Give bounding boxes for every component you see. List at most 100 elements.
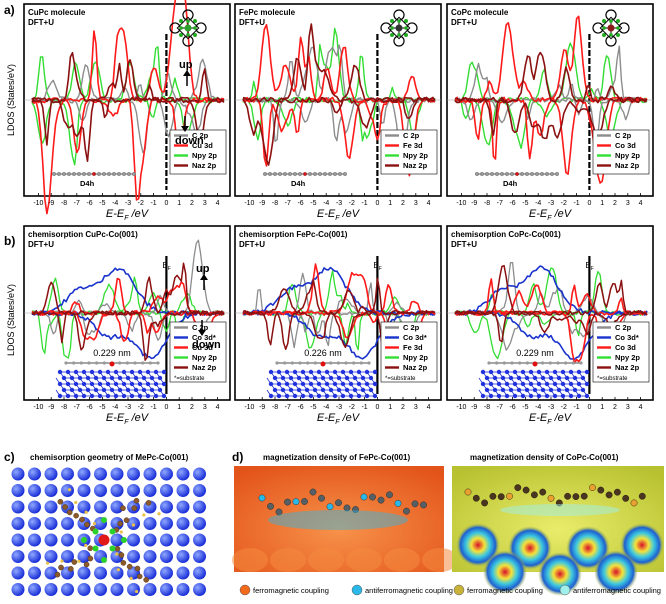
row-b-panel-1: chemisorption FePc-Co(001)DFT+U-10 -9 -8 -7… — [234, 225, 442, 426]
legend-box — [592, 321, 650, 383]
carbon-atom — [67, 566, 74, 572]
row-b-panel-method: DFT+U — [451, 240, 477, 249]
legend-box — [380, 129, 438, 175]
molecule-atom — [403, 507, 410, 515]
row-a-panel-method: DFT+U — [451, 18, 477, 27]
co-substrate-atom — [44, 500, 58, 514]
nitrogen-atom — [109, 545, 116, 552]
molecule-atom — [411, 500, 419, 508]
co-substrate-atom — [77, 566, 91, 580]
tick-label: -8 — [484, 200, 490, 207]
co-substrate-atom — [11, 517, 25, 530]
co-substrate-atom — [143, 566, 157, 580]
tick-label: 3 — [626, 200, 630, 207]
co-substrate-atom — [143, 533, 157, 547]
tick-label: -6 — [86, 200, 92, 207]
co-substrate-atom — [44, 533, 58, 547]
molecule-atom — [420, 501, 427, 509]
row-a-panel-title: CoPc molecule — [451, 8, 509, 17]
tick-label: -2 — [349, 200, 355, 207]
hydrogen-atom — [92, 521, 97, 526]
row-a-panel-title: CuPc molecule — [28, 8, 86, 17]
tick-label: -2 — [561, 404, 567, 411]
co-substrate-atom — [110, 533, 124, 547]
co-substrate-atom — [160, 517, 173, 530]
hydrogen-atom — [129, 576, 133, 580]
coupling-swatch — [351, 584, 363, 596]
co001-substrate — [266, 361, 378, 399]
molecule-atom — [547, 494, 555, 502]
spin-down-indicator: down — [192, 320, 221, 351]
molecule-atom — [352, 506, 359, 513]
tick-label: -8 — [272, 404, 278, 411]
tick-label: -5 — [99, 200, 105, 207]
panel-d-title-fepc: magnetization density of FePc-Co(001) — [263, 453, 410, 462]
molecule-atom — [326, 503, 334, 511]
spin-up-label: up — [179, 59, 193, 71]
molecule-atom — [580, 492, 588, 500]
tick-label: 3 — [626, 404, 630, 411]
co-substrate-atom — [193, 533, 206, 547]
co-substrate-atom — [127, 533, 140, 547]
legend-entry: Naz 2p — [615, 161, 640, 170]
tick-label: -1 — [150, 200, 156, 207]
row-b-x-ticks: -10 -9 -8 -7 -6 -5 -4 -3 -2 -1 0 1 2 3 4 — [33, 397, 220, 411]
legend-entry: Naz 2p — [192, 363, 217, 372]
tick-label: -8 — [272, 200, 278, 207]
hydrogen-atom — [157, 512, 161, 516]
molecule-atom — [531, 491, 538, 499]
tick-label: -3 — [548, 200, 554, 207]
legend-entry: Co 3d* — [403, 333, 427, 342]
molecule-atom — [284, 498, 291, 506]
legend-entry: Npy 2p — [403, 353, 428, 362]
tick-label: 2 — [190, 404, 194, 411]
tick-label: -3 — [125, 200, 131, 207]
co-substrate-atom — [127, 583, 140, 596]
tick-label: -7 — [285, 404, 291, 411]
tick-label: -2 — [138, 404, 144, 411]
coupling-swatch — [453, 584, 465, 596]
co-substrate-atom — [28, 533, 41, 547]
panel-label-d: d) — [232, 450, 243, 464]
spin-density-blob — [456, 523, 500, 567]
carbon-atom — [87, 545, 94, 552]
legend-entry: Co 3d* — [615, 333, 639, 342]
carbon-atom — [83, 561, 90, 568]
carbon-atom — [114, 545, 121, 552]
tick-label: -3 — [336, 200, 342, 207]
legend-entry: C 2p — [615, 131, 632, 140]
co-substrate-atom — [44, 566, 58, 580]
molecule-atom — [506, 492, 513, 500]
legend-box — [169, 321, 227, 383]
row-a-x-ticks: -10 -9 -8 -7 -6 -5 -4 -3 -2 -1 0 1 2 3 4 — [244, 193, 431, 207]
tick-label: 2 — [190, 200, 194, 207]
tick-label: -7 — [497, 404, 503, 411]
tick-label: 2 — [401, 404, 405, 411]
ylabel-row-b: LDOS (States/eV) — [6, 284, 16, 356]
co-substrate-atom — [28, 467, 41, 481]
co-substrate-atom — [28, 566, 41, 580]
phthalocyanine-structure — [169, 9, 207, 47]
carbon-atom — [136, 573, 143, 580]
co-substrate-atom — [193, 517, 206, 530]
hydrogen-atom — [60, 559, 64, 563]
molecule-atom — [489, 492, 497, 500]
legend-entry: Npy 2p — [403, 151, 428, 160]
tick-label: -1 — [573, 404, 579, 411]
row-b-xlabel: E-EF /eV — [529, 412, 573, 426]
tick-label: -6 — [297, 404, 303, 411]
spin-down-label: down — [192, 339, 221, 351]
legend-entry: Naz 2p — [403, 363, 428, 372]
tick-label: 0 — [164, 404, 168, 411]
tick-label: 4 — [427, 404, 431, 411]
molecule-atom — [386, 491, 393, 499]
molecule-atom — [539, 488, 547, 496]
legend-entry: C 2p — [403, 323, 420, 332]
co-substrate-atom — [143, 517, 157, 530]
co-substrate-atom — [61, 517, 74, 530]
tick-label: -10 — [244, 200, 254, 207]
tick-label: -5 — [522, 404, 528, 411]
co-substrate-atom — [61, 533, 74, 547]
nitrogen-atom — [109, 528, 116, 535]
